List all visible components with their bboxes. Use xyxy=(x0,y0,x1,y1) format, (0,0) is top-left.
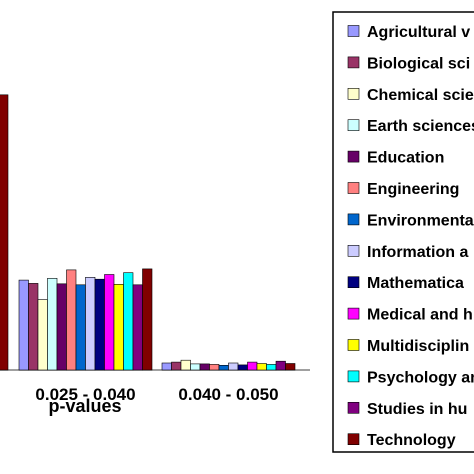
bar-series-9-cat-2 xyxy=(247,361,258,371)
x-tick-label-2: 0.040 - 0.050 xyxy=(178,385,278,404)
bar-series-13-cat-2 xyxy=(285,363,296,371)
legend-swatch-8 xyxy=(347,276,360,289)
legend-label-3: Earth sciences xyxy=(367,118,474,135)
bar-series-7-cat-2 xyxy=(228,362,239,371)
legend-label-7: Information a xyxy=(367,244,468,261)
legend-label-5: Engineering xyxy=(367,181,459,198)
legend-label-1: Biological sci xyxy=(367,55,470,72)
legend-swatch-7 xyxy=(347,245,360,257)
legend-swatch-12 xyxy=(347,401,360,414)
bar-series-4-cat-1 xyxy=(56,283,67,371)
bar-series-4-cat-2 xyxy=(199,363,210,371)
legend-label-0: Agricultural v xyxy=(367,24,470,41)
legend-label-11: Psychology an xyxy=(367,369,474,386)
bar-series-9-cat-1 xyxy=(104,274,115,371)
legend-swatch-3 xyxy=(347,119,360,131)
bar-series-1-cat-1 xyxy=(28,283,39,371)
bar-series-8-cat-2 xyxy=(237,364,248,371)
legend-label-10: Multidisciplin xyxy=(367,338,469,355)
bar-series-11-cat-1 xyxy=(123,272,134,371)
legend-swatch-0 xyxy=(347,25,360,37)
legend-swatch-9 xyxy=(347,307,360,320)
bar-series-11-cat-2 xyxy=(266,364,277,371)
bar-series-12-cat-1 xyxy=(132,284,143,371)
bar-series-0-cat-1 xyxy=(18,279,29,371)
bar-series-12-cat-2 xyxy=(275,360,286,371)
legend-label-13: Technology xyxy=(367,432,456,449)
legend-label-6: Environmenta xyxy=(367,212,474,229)
legend-swatch-4 xyxy=(347,150,360,163)
x-tick-labels: 0.025 - 0.040 0.040 - 0.050 xyxy=(35,385,278,404)
x-tick-label-1: 0.025 - 0.040 xyxy=(35,385,135,404)
bar-series-2-cat-2 xyxy=(180,359,191,371)
legend-swatch-10 xyxy=(347,339,360,351)
bar-series-7-cat-1 xyxy=(85,276,96,371)
bar-series-3-cat-2 xyxy=(190,363,201,371)
legend-swatch-11 xyxy=(347,370,360,383)
bar-series-5-cat-2 xyxy=(209,364,220,371)
bar-series-3-cat-1 xyxy=(47,277,58,371)
bar-series-13-cat-0 xyxy=(0,94,9,371)
legend-swatch-6 xyxy=(347,213,360,226)
bar-series-6-cat-2 xyxy=(218,364,229,371)
legend-label-9: Medical and h xyxy=(367,307,473,324)
bar-series-2-cat-1 xyxy=(37,299,48,371)
bars-group xyxy=(0,94,296,371)
legend-label-8: Mathematica xyxy=(367,275,464,292)
legend-swatch-5 xyxy=(347,182,360,194)
bar-series-13-cat-1 xyxy=(142,268,153,371)
bar-series-8-cat-1 xyxy=(94,278,105,371)
legend-swatch-1 xyxy=(347,56,360,69)
legend-swatch-2 xyxy=(347,88,360,100)
legend-swatch-13 xyxy=(347,433,360,446)
legend-label-4: Education xyxy=(367,150,444,167)
legend-label-12: Studies in hu xyxy=(367,401,467,418)
legend-label-2: Chemical scie xyxy=(367,87,474,104)
bar-series-5-cat-1 xyxy=(66,269,77,371)
bar-series-6-cat-1 xyxy=(75,284,86,371)
x-axis-title: p-values xyxy=(48,396,121,416)
legend: Agricultural v Biological sci Chemical sci… xyxy=(347,24,474,449)
bar-series-10-cat-1 xyxy=(113,283,124,371)
bar-series-10-cat-2 xyxy=(256,363,267,371)
bar-series-0-cat-2 xyxy=(161,362,172,371)
bar-series-1-cat-2 xyxy=(171,361,182,371)
